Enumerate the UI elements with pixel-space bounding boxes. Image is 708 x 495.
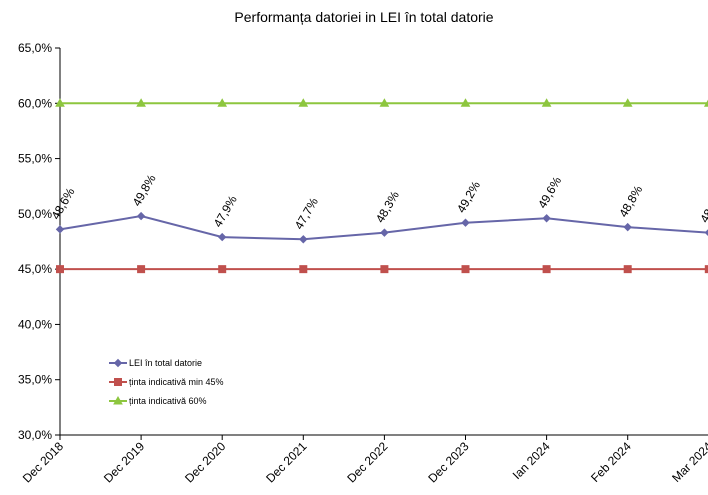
min-target-series-point <box>299 265 308 274</box>
x-tick-label: Dec 2018 <box>20 439 66 485</box>
data-label: 47,7% <box>292 195 321 232</box>
x-tick-label: Ian 2024 <box>510 439 553 482</box>
min-target-series-point <box>461 265 470 274</box>
y-tick-label: 45,0% <box>18 262 52 276</box>
lei-series-point <box>55 225 65 234</box>
x-tick-label: Dec 2019 <box>101 439 147 485</box>
data-label: 49,6% <box>535 174 564 211</box>
target-60-series-point <box>298 98 309 107</box>
lei-series-point <box>380 228 389 237</box>
y-tick-label: 35,0% <box>18 373 52 387</box>
min-target-series-point <box>623 265 632 274</box>
x-tick-label: Mar 2024 <box>669 439 708 485</box>
data-label: 48,3% <box>697 188 708 225</box>
legend-marker <box>113 395 123 405</box>
legend-entry: ținta indicativă min 45% <box>109 377 224 387</box>
min-target-series-point <box>380 265 389 274</box>
legend-entry: LEI în total datorie <box>109 358 202 368</box>
lei-series-point <box>623 222 632 232</box>
lei-series-point <box>136 211 146 221</box>
target-60-series-point <box>217 98 228 107</box>
y-tick-label: 65,0% <box>18 41 52 55</box>
data-label: 47,9% <box>211 193 240 230</box>
lei-series-point <box>461 218 470 227</box>
lei-series-point <box>704 229 708 237</box>
data-label: 49,2% <box>454 178 483 215</box>
min-target-series <box>56 265 708 274</box>
legend-label: LEI în total datorie <box>129 358 202 368</box>
data-labels: 48,6% 49,8% 47,9% 47,7% 48,3% 49,2% 49,6% 48,8%… <box>48 172 708 232</box>
series-layer <box>55 98 708 274</box>
target-60-series-point <box>136 98 146 107</box>
legend-label: ținta indicativă min 45% <box>129 377 224 387</box>
legend-entry: ținta indicativă 60% <box>109 395 207 406</box>
target-60-series-point <box>703 99 708 107</box>
target-60-series-point <box>379 98 390 107</box>
x-tick-label: Feb 2024 <box>588 439 634 485</box>
chart-axes: 30,0% 35,0% 40,0% 45,0% 50,0% 55,0% 60,0% 65,0%… <box>18 41 708 485</box>
y-tick-label: 55,0% <box>18 152 52 166</box>
lei-series <box>55 211 708 244</box>
lei-series-point <box>299 235 308 244</box>
x-tick-label: Dec 2021 <box>263 439 309 485</box>
target-60-series-point <box>622 98 633 107</box>
legend-marker <box>113 358 123 368</box>
x-tick-label: Dec 2020 <box>182 439 228 485</box>
lei-series-point <box>542 214 551 223</box>
min-target-series-point <box>137 265 146 274</box>
y-tick-label: 60,0% <box>18 96 52 110</box>
data-label: 48,8% <box>616 183 645 220</box>
y-tick-label: 40,0% <box>18 317 52 331</box>
legend: LEI în total datorie ținta indicativă min… <box>109 358 224 406</box>
data-label: 48,3% <box>373 188 402 225</box>
data-label: 48,6% <box>48 185 77 222</box>
min-target-series-point <box>542 265 551 274</box>
target-60-series-point <box>55 98 65 107</box>
legend-label: ținta indicativă 60% <box>129 396 207 406</box>
target-60-series-point <box>460 98 471 107</box>
min-target-series-point <box>218 265 227 274</box>
x-tick-label: Dec 2023 <box>425 439 471 485</box>
data-label: 49,8% <box>130 172 159 209</box>
min-target-series-point <box>704 265 708 274</box>
target-60-series-point <box>541 98 552 107</box>
chart-title: Performanța datoriei in LEI în total dat… <box>234 9 493 25</box>
target-60-series <box>55 98 708 107</box>
min-target-series-point <box>56 265 64 274</box>
y-tick-label: 50,0% <box>18 207 52 221</box>
y-tick-label: 30,0% <box>18 428 52 442</box>
legend-marker <box>114 378 122 386</box>
lei-series-point <box>217 232 227 242</box>
x-tick-label: Dec 2022 <box>344 439 390 485</box>
